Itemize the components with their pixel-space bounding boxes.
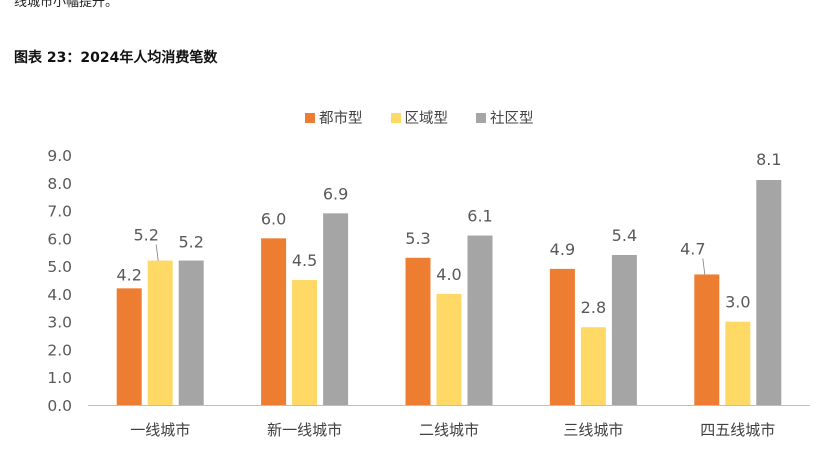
x-tick-label: 二线城市 — [419, 421, 479, 439]
data-label: 6.0 — [261, 209, 286, 228]
legend-item-community: 社区型 — [476, 107, 534, 128]
legend-swatch-regional — [390, 112, 401, 123]
data-label: 4.5 — [292, 251, 317, 270]
bar-regional — [580, 327, 606, 405]
chart-legend: 都市型 区域型 社区型 — [305, 107, 534, 128]
bar-community — [467, 235, 493, 405]
data-label: 2.8 — [581, 298, 606, 317]
bar-urban — [694, 274, 720, 405]
bar-regional — [436, 293, 462, 405]
data-label-leader — [155, 244, 159, 261]
bar-regional — [147, 260, 173, 405]
legend-swatch-urban — [305, 112, 315, 123]
data-label: 6.1 — [467, 207, 492, 226]
x-tick-label: 新一线城市 — [267, 421, 342, 439]
y-tick-label: 0.0 — [47, 397, 72, 415]
bar-regional — [725, 321, 751, 405]
figure-title: 图表 23：2024年人均消费笔数 — [14, 50, 218, 66]
y-tick-label: 3.0 — [47, 314, 72, 332]
x-tick-label: 一线城市 — [130, 421, 190, 439]
y-tick-label: 6.0 — [47, 230, 72, 248]
legend-label-community: 社区型 — [490, 111, 534, 127]
data-label: 5.2 — [178, 233, 203, 252]
y-tick-label: 2.0 — [47, 341, 72, 359]
data-label: 8.1 — [756, 150, 781, 169]
legend-item-urban: 都市型 — [305, 107, 363, 128]
legend-item-regional: 区域型 — [390, 107, 449, 128]
bar-community — [323, 213, 349, 405]
data-label: 4.2 — [116, 265, 141, 284]
intro-text-fragment: 线城市小幅提升。 — [14, 0, 119, 10]
data-label: 6.9 — [323, 184, 348, 203]
y-tick-label: 7.0 — [47, 203, 72, 221]
bar-community — [178, 260, 204, 405]
bar-community — [756, 180, 782, 405]
legend-label-regional: 区域型 — [404, 111, 449, 127]
y-tick-label: 4.0 — [47, 286, 72, 304]
data-label-leader — [702, 258, 706, 275]
data-label: 4.7 — [680, 239, 705, 258]
bar-urban — [549, 268, 575, 405]
y-tick-label: 8.0 — [47, 175, 72, 193]
data-label: 5.3 — [405, 229, 430, 248]
data-label: 3.0 — [725, 293, 750, 312]
x-tick-label: 三线城市 — [563, 421, 623, 439]
bar-urban — [261, 238, 287, 405]
bar-urban — [405, 257, 431, 405]
data-label: 4.9 — [550, 240, 575, 259]
data-label: 5.4 — [612, 226, 637, 245]
legend-label-urban: 都市型 — [319, 111, 363, 127]
y-tick-label: 9.0 — [47, 147, 72, 165]
y-tick-label: 5.0 — [47, 258, 72, 276]
data-label: 4.0 — [436, 265, 461, 284]
data-label: 5.2 — [133, 226, 158, 245]
y-tick-label: 1.0 — [47, 369, 72, 387]
bar-urban — [116, 288, 142, 405]
bar-regional — [292, 280, 318, 405]
legend-swatch-community — [476, 112, 486, 123]
x-tick-label: 四五线城市 — [700, 421, 775, 439]
bar-community — [611, 255, 637, 405]
